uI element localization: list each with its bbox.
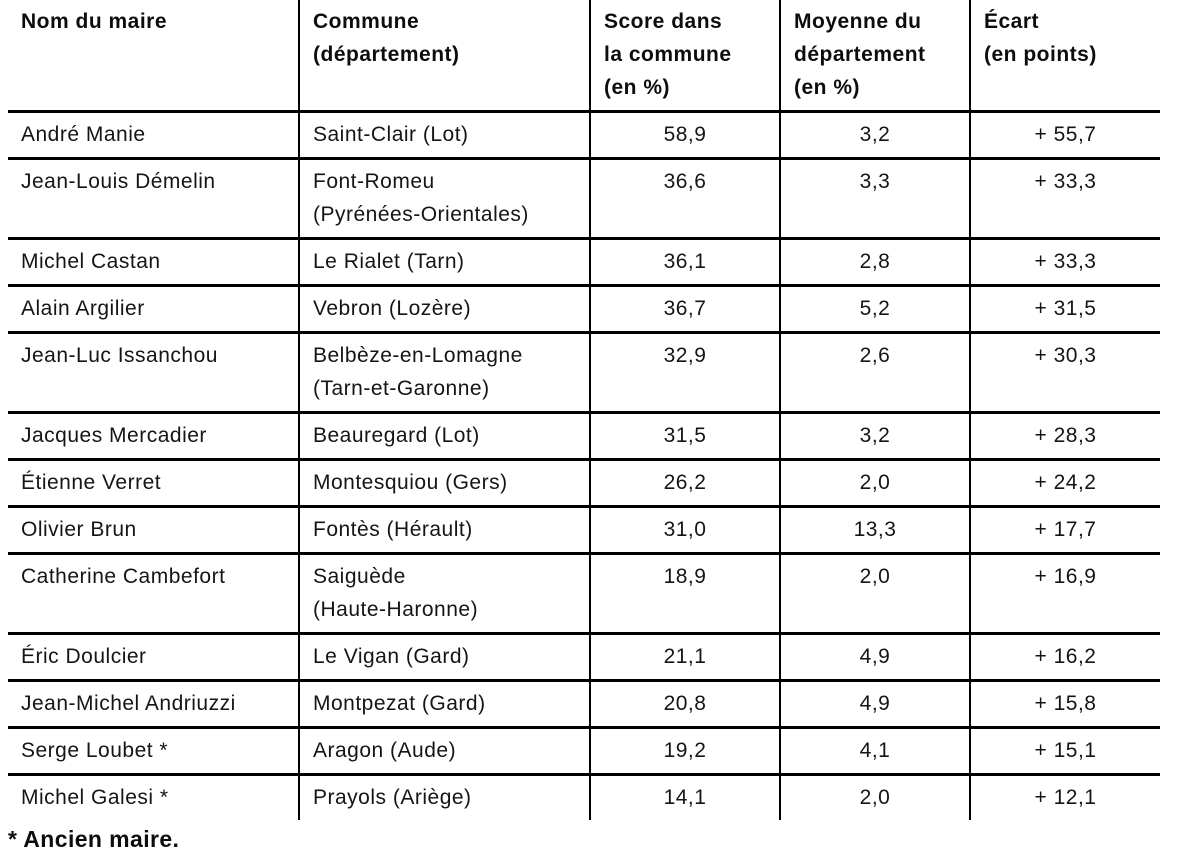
commune-cell: Prayols (Ariège) [298, 774, 590, 820]
commune-cell: Belbèze-en-Lomagne (Tarn-et-Garonne) [298, 332, 590, 414]
score-cell: 18,9 [589, 553, 780, 635]
score-cell: 20,8 [589, 680, 780, 729]
commune-cell: Aragon (Aude) [298, 727, 590, 776]
table-row: Étienne Verret Montesquiou (Gers) 26,2 2,0 +… [8, 459, 1160, 508]
column-header-department-average: Moyenne du département (en %) [779, 0, 970, 113]
mayor-name-cell: Michel Galesi * [21, 786, 169, 809]
commune-cell: Montpezat (Gard) [298, 680, 590, 729]
table-row: Jean-Luc Issanchou Belbèze-en-Lomagne (Ta… [8, 332, 1160, 414]
gap-cell: + 16,2 [969, 633, 1160, 682]
gap-cell: + 24,2 [969, 459, 1160, 508]
commune-cell: Le Vigan (Gard) [298, 633, 590, 682]
gap-cell: + 55,7 [969, 111, 1160, 160]
mayor-name-cell: Jean-Michel Andriuzzi [8, 680, 299, 729]
commune-cell: Montesquiou (Gers) [298, 459, 590, 508]
score-cell: 58,9 [589, 111, 780, 160]
table-row: Michel Galesi * Prayols (Ariège) 14,1 2,0 + … [8, 774, 1160, 820]
department-average-cell: 2,0 [779, 459, 970, 508]
commune-cell: Beauregard (Lot) [298, 412, 590, 461]
table-row: Olivier Brun Fontès (Hérault) 31,0 13,3 + 17… [8, 506, 1160, 555]
score-cell: 36,1 [589, 238, 780, 287]
score-cell: 21,1 [589, 633, 780, 682]
table-header-row: Nom du maire Commune (département) Score… [8, 0, 1160, 113]
department-average-cell: 13,3 [779, 506, 970, 555]
mayor-name-cell: Serge Loubet * [8, 727, 299, 776]
commune-cell: Font-Romeu (Pyrénées-Orientales) [298, 158, 590, 240]
table-row: Jacques Mercadier Beauregard (Lot) 31,5 3,2… [8, 412, 1160, 461]
table-row: Michel Castan Le Rialet (Tarn) 36,1 2,8 + 33… [8, 238, 1160, 287]
mayors-results-table: Nom du maire Commune (département) Score… [8, 0, 1160, 820]
department-average-cell: 5,2 [779, 285, 970, 334]
table-row: Serge Loubet * Aragon (Aude) 19,2 4,1 + 15,1 [8, 727, 1160, 776]
department-average-cell: 2,8 [779, 238, 970, 287]
score-cell: 32,9 [589, 332, 780, 414]
mayor-name-cell: Étienne Verret [8, 459, 299, 508]
gap-cell: + 31,5 [969, 285, 1160, 334]
gap-cell: + 30,3 [969, 332, 1160, 414]
commune-cell: Fontès (Hérault) [298, 506, 590, 555]
table-row: Alain Argilier Vebron (Lozère) 36,7 5,2 + 31… [8, 285, 1160, 334]
gap-cell: + 15,8 [969, 680, 1160, 729]
table-row: Catherine Cambefort Saiguède (Haute-Haron… [8, 553, 1160, 635]
table-row: Éric Doulcier Le Vigan (Gard) 21,1 4,9 + 16,… [8, 633, 1160, 682]
department-average-cell: 4,9 [779, 680, 970, 729]
score-cell: 14,1 [589, 774, 780, 820]
column-header-commune-score: Score dans la commune (en %) [589, 0, 780, 113]
gap-cell: + 28,3 [969, 412, 1160, 461]
table-row: Jean-Michel Andriuzzi Montpezat (Gard) 20,… [8, 680, 1160, 729]
gap-cell: + 33,3 [969, 158, 1160, 240]
table-row: Jean-Louis Démelin Font-Romeu (Pyrénées-O… [8, 158, 1160, 240]
gap-cell: + 16,9 [969, 553, 1160, 635]
mayor-name-cell: André Manie [8, 111, 299, 160]
mayor-name-cell: Michel Castan [8, 238, 299, 287]
department-average-cell: 3,2 [779, 111, 970, 160]
department-average-cell: 4,1 [779, 727, 970, 776]
department-average-cell: 2,6 [779, 332, 970, 414]
mayor-name-cell: Alain Argilier [8, 285, 299, 334]
department-average-cell: 2,0 [779, 553, 970, 635]
gap-cell: + 15,1 [969, 727, 1160, 776]
score-cell: 36,6 [589, 158, 780, 240]
gap-cell: + 33,3 [969, 238, 1160, 287]
commune-cell: Vebron (Lozère) [298, 285, 590, 334]
score-cell: 19,2 [589, 727, 780, 776]
mayor-name-cell: Catherine Cambefort [8, 553, 299, 635]
gap-cell: + 17,7 [969, 506, 1160, 555]
score-cell: 26,2 [589, 459, 780, 508]
department-average-cell: 3,3 [779, 158, 970, 240]
column-header-mayor-name: Nom du maire [8, 0, 299, 113]
department-average-cell: 2,0 [779, 774, 970, 820]
commune-cell: Le Rialet (Tarn) [298, 238, 590, 287]
mayor-name-cell: Éric Doulcier [8, 633, 299, 682]
commune-cell: Saiguède (Haute-Haronne) [298, 553, 590, 635]
gap-cell: + 12,1 [969, 774, 1160, 820]
department-average-cell: 4,9 [779, 633, 970, 682]
score-cell: 31,5 [589, 412, 780, 461]
commune-cell: Saint-Clair (Lot) [298, 111, 590, 160]
mayor-name-cell: Olivier Brun [8, 506, 299, 555]
column-header-gap: Écart (en points) [969, 0, 1160, 113]
mayor-name-cell: Jean-Louis Démelin [8, 158, 299, 240]
score-cell: 36,7 [589, 285, 780, 334]
table-row: André Manie Saint-Clair (Lot) 58,9 3,2 + 55,… [8, 111, 1160, 160]
mayor-name-cell: Jean-Luc Issanchou [8, 332, 299, 414]
table-footnote: * Ancien maire. [8, 826, 180, 852]
score-cell: 31,0 [589, 506, 780, 555]
table-body: André Manie Saint-Clair (Lot) 58,9 3,2 + 55,… [8, 111, 1160, 820]
mayor-name-cell: Jacques Mercadier [8, 412, 299, 461]
column-header-commune: Commune (département) [298, 0, 590, 113]
department-average-cell: 3,2 [779, 412, 970, 461]
